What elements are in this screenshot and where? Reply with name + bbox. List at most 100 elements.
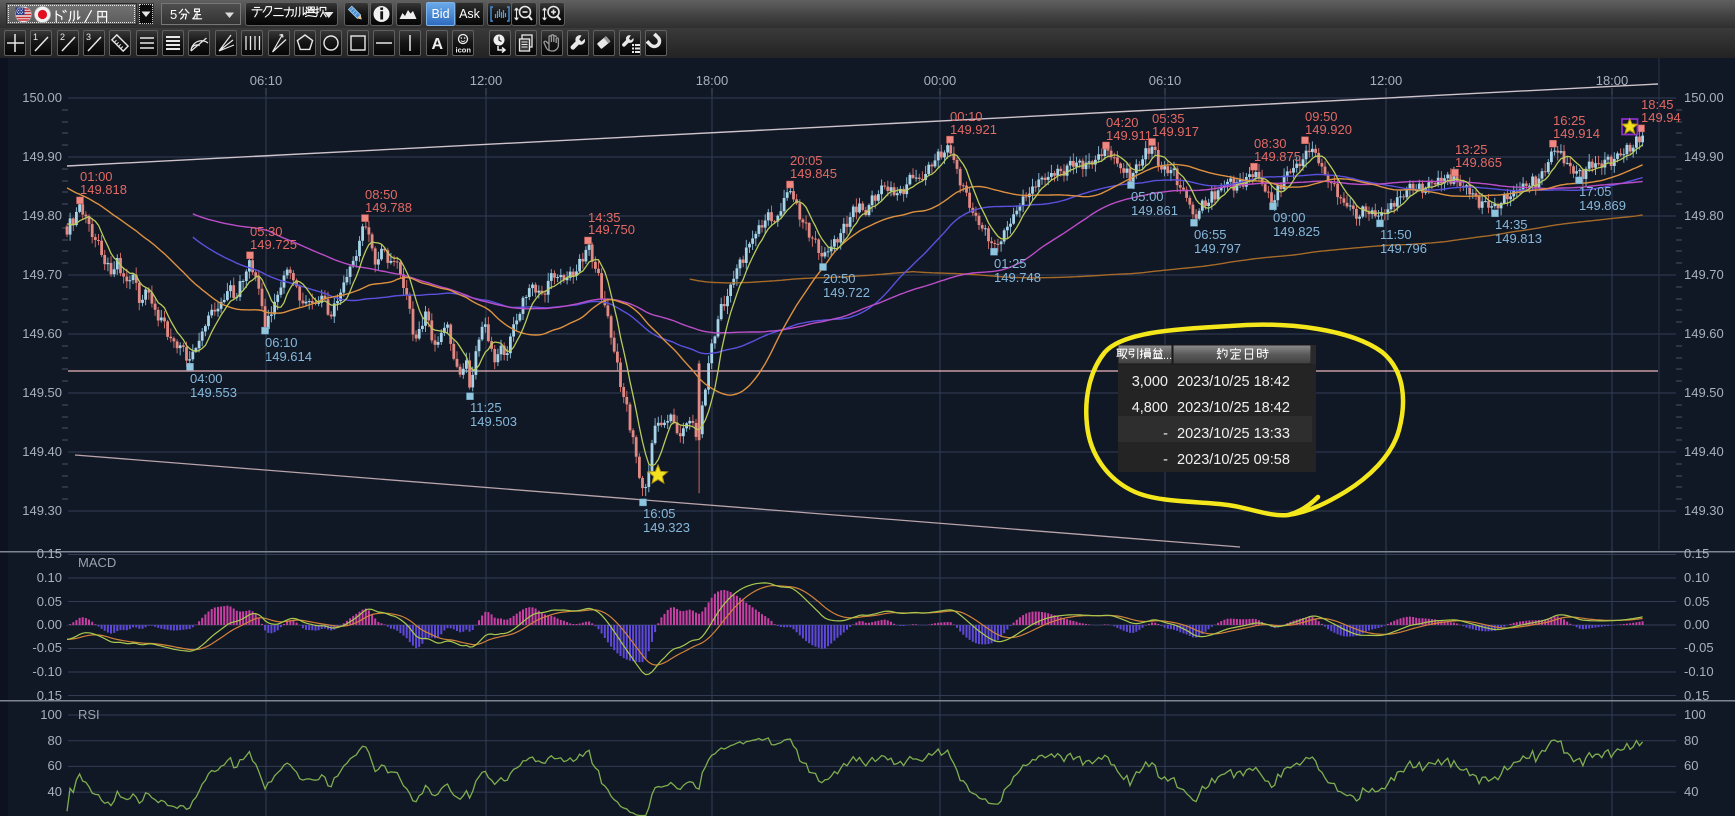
svg-text:80: 80: [1684, 733, 1698, 748]
svg-text:149.30: 149.30: [22, 503, 62, 518]
svg-text:0.10: 0.10: [37, 570, 62, 585]
svg-text:149.813: 149.813: [1495, 231, 1542, 246]
svg-text:1: 1: [33, 32, 38, 42]
svg-text:100: 100: [40, 707, 62, 722]
svg-text:13:25: 13:25: [1455, 142, 1488, 157]
svg-text:06:10: 06:10: [1149, 73, 1182, 88]
svg-text:14:35: 14:35: [588, 210, 621, 225]
svg-text:01:25: 01:25: [994, 256, 1027, 271]
svg-text:01:00: 01:00: [80, 169, 113, 184]
svg-text:-0.05: -0.05: [1684, 640, 1714, 655]
svg-text:2: 2: [60, 32, 65, 42]
svg-text:14:35: 14:35: [1495, 217, 1528, 232]
svg-text:0.15: 0.15: [37, 546, 62, 561]
svg-text:2023/10/25 09:58: 2023/10/25 09:58: [1177, 452, 1290, 468]
svg-text:150.00: 150.00: [22, 90, 62, 105]
svg-text:149.920: 149.920: [1305, 122, 1352, 137]
svg-text:06:10: 06:10: [265, 335, 298, 350]
svg-text:80: 80: [48, 733, 62, 748]
svg-text:icon: icon: [456, 46, 472, 55]
svg-text:149.90: 149.90: [22, 149, 62, 164]
svg-text:-0.10: -0.10: [1684, 664, 1714, 679]
svg-text:3,000: 3,000: [1132, 374, 1168, 390]
svg-text:149.725: 149.725: [250, 237, 297, 252]
svg-text:149.861: 149.861: [1131, 203, 1178, 218]
svg-text:00:00: 00:00: [924, 73, 957, 88]
svg-text:149.911: 149.911: [1106, 128, 1152, 143]
svg-text:149.40: 149.40: [22, 444, 62, 459]
svg-text:149.865: 149.865: [1455, 155, 1502, 170]
svg-text:149.90: 149.90: [1684, 149, 1724, 164]
svg-text:05:00: 05:00: [1131, 189, 1164, 204]
svg-text:12:00: 12:00: [1370, 73, 1403, 88]
svg-text:149.825: 149.825: [1273, 224, 1320, 239]
svg-text:06:10: 06:10: [250, 73, 283, 88]
svg-text:149.818: 149.818: [80, 182, 127, 197]
svg-text:08:50: 08:50: [365, 187, 398, 202]
svg-text:17:05: 17:05: [1579, 184, 1612, 199]
svg-text:04:20: 04:20: [1106, 115, 1139, 130]
svg-text:0.15: 0.15: [37, 688, 62, 703]
svg-text:60: 60: [1684, 758, 1698, 773]
svg-text:09:00: 09:00: [1273, 210, 1306, 225]
svg-text:150.00: 150.00: [1684, 90, 1724, 105]
svg-text:-0.10: -0.10: [32, 664, 62, 679]
svg-text:2023/10/25 18:42: 2023/10/25 18:42: [1177, 374, 1290, 390]
svg-text:11:25: 11:25: [470, 400, 502, 415]
svg-text:149.748: 149.748: [994, 270, 1041, 285]
svg-text:60: 60: [48, 758, 62, 773]
svg-text:149.553: 149.553: [190, 385, 237, 400]
svg-text:2023/10/25 18:42: 2023/10/25 18:42: [1177, 400, 1290, 416]
svg-text:149.722: 149.722: [823, 285, 870, 300]
svg-text:149.40: 149.40: [1684, 444, 1724, 459]
svg-text:2023/10/25 13:33: 2023/10/25 13:33: [1177, 426, 1290, 442]
svg-text:0.10: 0.10: [1684, 570, 1709, 585]
svg-text:A: A: [432, 36, 444, 53]
svg-text:0.05: 0.05: [1684, 594, 1709, 609]
svg-text:20:05: 20:05: [790, 153, 823, 168]
svg-text:149.921: 149.921: [950, 122, 997, 137]
svg-text:149.70: 149.70: [22, 267, 62, 282]
svg-text:149.30: 149.30: [1684, 503, 1724, 518]
svg-text:149.94: 149.94: [1641, 110, 1681, 125]
svg-text:RSI: RSI: [78, 707, 100, 722]
svg-text:MACD: MACD: [78, 555, 116, 570]
svg-text:...: ...: [1163, 350, 1172, 362]
svg-text:18:00: 18:00: [1596, 73, 1629, 88]
svg-text:149.796: 149.796: [1380, 241, 1427, 256]
svg-text:0.05: 0.05: [37, 594, 62, 609]
svg-text:09:50: 09:50: [1305, 109, 1338, 124]
svg-text:-: -: [1163, 452, 1168, 468]
svg-text:40: 40: [48, 784, 62, 799]
svg-text:100: 100: [1684, 707, 1706, 722]
svg-text:3: 3: [86, 32, 91, 42]
svg-text:12:00: 12:00: [470, 73, 503, 88]
svg-text:149.750: 149.750: [588, 222, 635, 237]
svg-text:18:45: 18:45: [1641, 97, 1674, 112]
svg-text:149.50: 149.50: [1684, 385, 1724, 400]
svg-text:149.80: 149.80: [1684, 208, 1724, 223]
svg-text:149.845: 149.845: [790, 166, 837, 181]
svg-text:04:00: 04:00: [190, 371, 223, 386]
svg-text:149.869: 149.869: [1579, 198, 1626, 213]
svg-text:0.15: 0.15: [1684, 688, 1709, 703]
svg-text:149.323: 149.323: [643, 520, 690, 535]
svg-text:-0.05: -0.05: [32, 640, 62, 655]
svg-text:149.70: 149.70: [1684, 267, 1724, 282]
svg-text:08:30: 08:30: [1254, 136, 1287, 151]
svg-text:149.788: 149.788: [365, 200, 412, 215]
svg-text:149.60: 149.60: [22, 326, 62, 341]
svg-text:40: 40: [1684, 784, 1698, 799]
svg-text:149.875: 149.875: [1254, 149, 1301, 164]
svg-text:16:25: 16:25: [1553, 113, 1586, 128]
svg-text:149.503: 149.503: [470, 414, 517, 429]
svg-text:05:30: 05:30: [250, 224, 283, 239]
svg-text:149.50: 149.50: [22, 385, 62, 400]
svg-text:5: 5: [170, 7, 177, 22]
svg-text:149.797: 149.797: [1194, 241, 1241, 256]
svg-text:16:05: 16:05: [643, 506, 676, 521]
svg-text:149.614: 149.614: [265, 349, 312, 364]
svg-text:149.60: 149.60: [1684, 326, 1724, 341]
svg-text:18:00: 18:00: [696, 73, 729, 88]
svg-text:20:50: 20:50: [823, 271, 856, 286]
